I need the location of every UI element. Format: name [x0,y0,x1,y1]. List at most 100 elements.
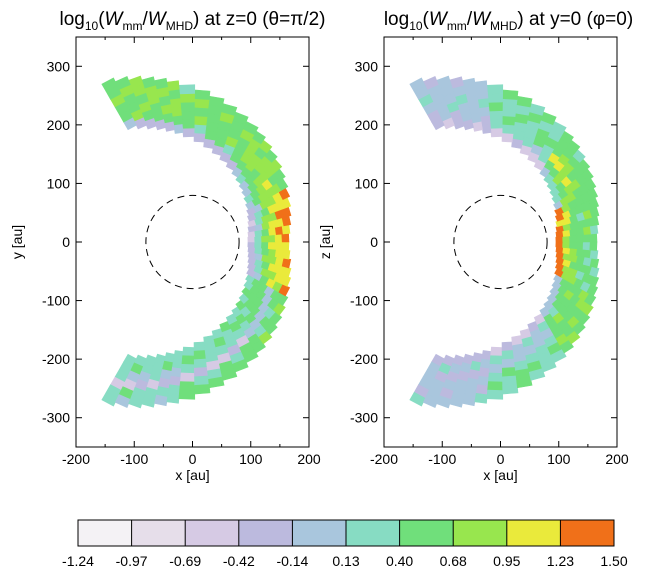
y-tick-label: 100 [355,175,379,191]
heatmap-cell [180,101,195,112]
heatmap-cell [589,233,598,243]
heatmap-cell [572,321,586,335]
heatmap-cell [193,358,208,369]
heatmap-cell [489,355,503,366]
heatmap-cell [562,235,571,243]
heatmap-cell [268,311,283,326]
heatmap-cell [488,101,503,112]
x-tick-label: -200 [62,451,90,467]
heatmap-cell [501,115,516,126]
y-tick-label: 300 [355,58,379,74]
heatmap-cell [502,384,519,395]
heatmap-cell [566,330,581,345]
y-tick-label: 200 [47,117,71,133]
heatmap-cell [501,358,516,369]
heatmap-cell [179,381,196,391]
heatmap-cell [247,241,256,248]
colorbar: -1.24 -0.97 -0.69 -0.42 -0.14 0.13 0.40 0.68 0.9… [62,519,628,569]
heatmap-cell [582,241,591,251]
heatmap-cell [481,123,492,134]
panel-right: -200 -100 0 100 200 300 200 100 0 -100 -200 -300 x… [317,9,633,483]
heatmap-cell [193,115,208,126]
heatmap-cell [194,384,211,395]
panel-left: -200 -100 0 100 200 300 200 100 0 -100 -200 -300 x… [9,9,325,483]
heatmap-cell [193,123,207,134]
heatmap-cell [462,394,476,407]
heatmap-cell [181,355,195,366]
heatmap-cell [478,106,490,117]
heatmap-cell [589,241,598,251]
heatmap-cell [562,241,571,249]
heatmap-cell [154,394,168,407]
heatmap-cell [272,302,286,316]
heatmap-cell [261,241,269,250]
heatmap-cell [490,346,503,357]
heatmap-cell [540,358,557,373]
colorbar-tick-label: -1.24 [62,553,94,569]
heatmap-cell [193,106,209,117]
heatmap-cell [173,123,184,134]
colorbar-tick-label: 0.13 [332,553,359,569]
title-left-open: ( [98,9,105,30]
x-tick-label: 0 [189,451,197,467]
heatmap-cells-left [101,75,292,409]
title-right-log: log [384,9,409,30]
colorbar-swatch [453,520,508,546]
heatmap-cell [501,367,517,378]
x-axis-label-left: x [au] [175,467,209,483]
heatmap-cell [208,376,225,389]
x-tick-label: -200 [370,451,398,467]
heatmap-cell [173,350,184,361]
heatmap-cell [154,77,168,90]
y-tick-label: -300 [350,410,378,426]
heatmap-cell [589,257,600,269]
x-tick-label: 200 [297,451,321,467]
colorbar-swatch [399,520,454,546]
heatmap-cell [254,235,263,243]
heatmap-cell [193,341,206,352]
heatmap-cell [501,132,514,143]
heatmap-cell [475,88,489,100]
heatmap-cell [409,77,426,93]
title-left-sub-mhd: MHD [166,19,194,33]
chart-title-left: log10(Wmm/WMHD) at z=0 (θ=π/2) [60,9,326,33]
heatmap-cell [181,118,195,129]
heatmap-cell [242,349,259,364]
heatmap-cell [589,224,599,235]
title-right-open: ( [423,9,430,30]
heatmap-cell [555,241,564,248]
heatmap-cell [582,249,592,259]
heatmap-cell [274,233,283,243]
y-ticks-left: 300 200 100 0 -100 -200 -300 [42,58,309,426]
heatmap-cell [193,367,209,378]
heatmap-cell [274,241,283,251]
heatmap-cell [436,395,452,409]
heatmap-cell [254,241,263,249]
x-tick-label: 100 [239,451,263,467]
heatmap-cell [166,392,180,404]
y-tick-label: 100 [47,175,71,191]
title-left-w1: W [105,9,125,30]
colorbar-tick-label: -0.14 [276,553,308,569]
title-left-w2: W [148,9,168,30]
heatmap-cell [479,358,491,370]
heatmap-cell [477,97,490,109]
heatmap-cell [247,246,256,254]
heatmap-cell [487,381,504,391]
heatmap-cell [276,293,289,306]
heatmap-cell [576,248,585,258]
title-right-w2: W [472,9,492,30]
heatmap-cell [194,89,211,100]
colorbar-swatch [292,520,347,546]
heatmap-cell [477,375,490,387]
title-right-slash: / [467,9,473,30]
heatmap-cell [550,349,567,364]
colorbar-tick-label: -0.69 [169,553,201,569]
title-right-w1: W [429,9,449,30]
heatmap-cell [481,350,492,361]
heatmap-cell [488,110,503,121]
heatmap-cell [490,127,503,138]
heatmap-cell [232,358,249,373]
heatmap-cell [128,395,144,409]
